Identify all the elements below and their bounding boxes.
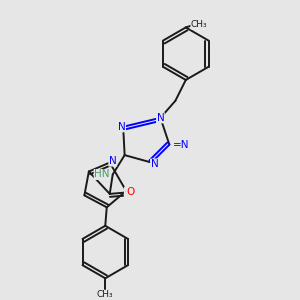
Text: N: N [118, 122, 125, 132]
Text: N: N [157, 113, 164, 123]
Text: CH₃: CH₃ [191, 20, 208, 29]
Text: N: N [151, 159, 158, 169]
Text: =N: =N [173, 140, 190, 150]
Text: HN: HN [94, 169, 110, 179]
Text: N: N [109, 156, 117, 166]
Text: O: O [126, 188, 134, 197]
Text: CH₃: CH₃ [97, 290, 114, 299]
Text: O: O [124, 188, 133, 197]
